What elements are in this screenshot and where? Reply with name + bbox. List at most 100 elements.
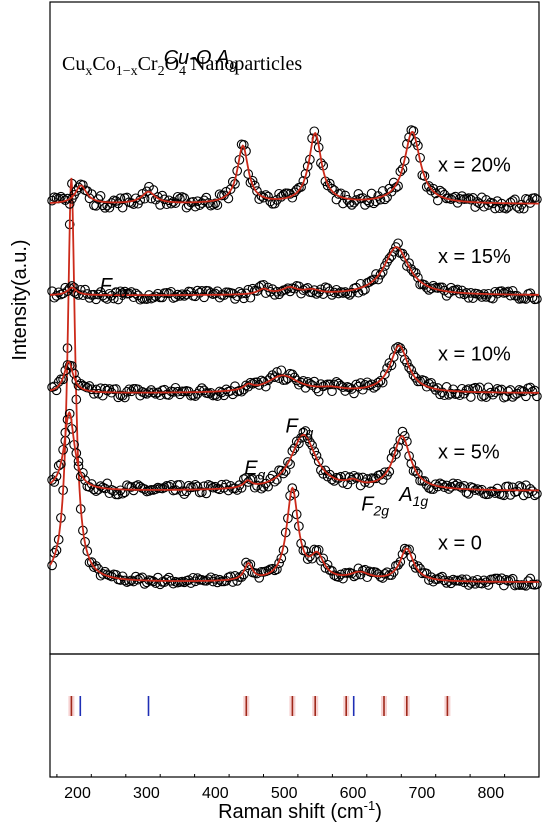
- data-point: [393, 560, 403, 570]
- data-point: [327, 183, 337, 194]
- data-point: [221, 384, 232, 395]
- data-point: [472, 384, 483, 395]
- data-point: [276, 365, 287, 376]
- data-point: [490, 488, 500, 498]
- data-point: [51, 471, 62, 482]
- data-point: [529, 193, 540, 203]
- data-point: [179, 577, 190, 588]
- data-point: [338, 478, 348, 488]
- data-point: [525, 484, 536, 494]
- chart-title: CuxCo1−xCr2O4 Nanoparticles: [62, 53, 302, 79]
- data-point: [305, 551, 315, 562]
- data-point: [172, 191, 183, 202]
- x-tick-label: 400: [202, 785, 229, 802]
- data-point: [375, 376, 386, 386]
- data-point: [203, 574, 214, 585]
- data-point: [437, 479, 448, 490]
- data-point: [128, 576, 139, 587]
- peak-label: A1g: [398, 484, 428, 509]
- data-point: [212, 200, 223, 210]
- data-point: [298, 376, 309, 386]
- data-point: [457, 383, 467, 394]
- data-point: [205, 481, 216, 491]
- data-point: [49, 477, 60, 487]
- data-point: [397, 248, 408, 259]
- data-point: [232, 485, 243, 495]
- series-2: x = 10%: [47, 342, 542, 403]
- data-point: [501, 574, 511, 585]
- data-point: [104, 202, 115, 213]
- series-label: x = 5%: [438, 441, 500, 463]
- series-0: x = 0: [47, 177, 542, 591]
- data-point: [373, 377, 384, 388]
- data-point: [287, 483, 298, 493]
- series-label: x = 10%: [438, 344, 511, 366]
- peak-label: Cu-O Ag: [164, 47, 238, 72]
- data-point: [413, 468, 423, 479]
- data-point: [404, 362, 414, 373]
- data-point: [461, 385, 472, 396]
- data-point: [159, 482, 170, 493]
- data-point: [496, 286, 507, 296]
- data-point: [399, 543, 410, 554]
- data-point: [366, 188, 377, 199]
- data-point: [410, 466, 421, 476]
- data-point: [368, 274, 379, 285]
- data-point: [406, 365, 417, 375]
- data-point: [179, 489, 190, 499]
- data-point: [353, 563, 364, 574]
- data-point: [91, 200, 101, 211]
- data-point: [364, 197, 375, 208]
- data-point: [186, 578, 196, 588]
- reference-lines-layer: [68, 696, 451, 716]
- data-point: [296, 182, 306, 192]
- data-point: [380, 369, 390, 380]
- data-point: [117, 202, 128, 213]
- data-point: [428, 280, 439, 291]
- data-point: [168, 578, 179, 589]
- peak-label: F2g: [361, 494, 389, 519]
- series-label: x = 15%: [438, 246, 511, 268]
- data-point: [256, 191, 267, 201]
- fit-line: [49, 344, 539, 394]
- x-tick-label: 800: [477, 785, 504, 802]
- y-axis-label: Intensity(a.u.): [9, 239, 31, 360]
- fit-line: [49, 411, 539, 492]
- x-tick-label: 200: [64, 785, 91, 802]
- data-point: [64, 408, 75, 419]
- peak-label: F2g: [100, 275, 128, 300]
- data-point: [505, 290, 516, 301]
- data-point: [73, 380, 84, 391]
- data-point: [194, 385, 205, 396]
- x-axis-ticks: 200 300 400 500 600 700 800: [56, 774, 540, 802]
- data-point: [388, 567, 399, 577]
- data-point: [457, 574, 467, 585]
- data-point: [177, 486, 187, 497]
- peak-label: Eg: [244, 458, 265, 483]
- data-point: [529, 385, 540, 396]
- data-point: [351, 570, 362, 580]
- data-point: [252, 377, 262, 388]
- series-label: x = 20%: [438, 155, 511, 177]
- fit-line: [49, 177, 539, 583]
- data-point: [410, 563, 421, 573]
- data-point: [329, 379, 340, 390]
- series-3: x = 15%: [47, 238, 542, 305]
- data-point: [406, 552, 417, 562]
- data-point: [454, 481, 465, 492]
- series-label: x = 0: [438, 533, 482, 555]
- data-point: [283, 457, 293, 467]
- fit-line: [50, 130, 539, 205]
- data-point: [360, 379, 370, 390]
- fit-line: [50, 246, 539, 296]
- data-point: [197, 487, 207, 497]
- reference-panel-frame: [49, 653, 540, 778]
- data-point: [205, 288, 216, 298]
- data-point: [210, 198, 221, 209]
- x-tick-label: 600: [340, 785, 367, 802]
- data-point: [86, 479, 97, 489]
- data-point: [269, 372, 280, 382]
- data-point: [305, 437, 315, 448]
- data-point: [371, 196, 381, 207]
- data-point: [276, 465, 287, 476]
